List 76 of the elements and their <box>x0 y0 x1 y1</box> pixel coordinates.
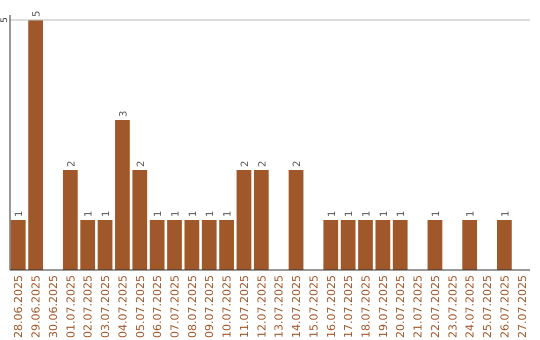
x-tick-label: 16.07.2025 <box>324 275 338 338</box>
x-tick-label: 20.07.2025 <box>394 275 408 338</box>
bar <box>288 170 304 270</box>
data-label: 1 <box>378 210 390 217</box>
x-tick-label: 23.07.2025 <box>446 275 460 338</box>
bar <box>28 20 43 270</box>
x-tick-label: 24.07.2025 <box>464 275 477 338</box>
data-label: 1 <box>466 210 477 217</box>
data-label: 1 <box>84 210 95 217</box>
x-tick-label: 28.06.2025 <box>12 275 26 338</box>
x-tick-label: 21.07.2025 <box>412 275 425 338</box>
bar <box>323 220 338 270</box>
bar <box>202 220 217 270</box>
data-label: 1 <box>205 210 216 217</box>
x-tick-label: 08.07.2025 <box>186 275 199 338</box>
bar <box>428 220 442 270</box>
x-tick-label: 22.07.2025 <box>428 275 442 338</box>
bar <box>184 220 200 270</box>
data-label: 2 <box>136 160 147 167</box>
x-tick-label: 01.07.2025 <box>64 275 78 338</box>
bar <box>219 220 234 270</box>
bar <box>358 220 373 270</box>
x-tick-label: 27.07.2025 <box>516 275 529 338</box>
x-tick-label: 10.07.2025 <box>220 275 234 338</box>
bar <box>80 220 96 270</box>
bar <box>497 220 512 270</box>
data-label: 1 <box>101 210 112 217</box>
data-label: 2 <box>257 160 268 167</box>
x-tick-label: 18.07.2025 <box>359 275 372 338</box>
x-tick-label: 19.07.2025 <box>376 275 390 338</box>
data-label: 1 <box>326 210 338 217</box>
data-label: 2 <box>240 160 251 167</box>
data-label: 1 <box>170 210 182 217</box>
x-tick-label: 09.07.2025 <box>203 275 216 338</box>
x-tick-label: 02.07.2025 <box>82 275 95 338</box>
data-label: 2 <box>66 160 78 167</box>
x-tick-label: 25.07.2025 <box>481 275 494 338</box>
x-tick-label: 15.07.2025 <box>307 275 320 338</box>
bar <box>236 170 252 270</box>
x-tick-label: 13.07.2025 <box>272 275 286 338</box>
data-label: 1 <box>396 210 408 217</box>
x-tick-label: 26.07.2025 <box>498 275 512 338</box>
x-tick-label: 06.07.2025 <box>151 275 164 338</box>
x-tick-label: 03.07.2025 <box>99 275 112 338</box>
bar <box>392 220 408 270</box>
data-label: 1 <box>153 210 164 217</box>
x-tick-label: 07.07.2025 <box>168 275 182 338</box>
x-tick-label: 30.06.2025 <box>46 275 60 338</box>
bar <box>62 170 78 270</box>
x-tick-label: 11.07.2025 <box>238 275 251 338</box>
data-label: 2 <box>292 160 304 167</box>
data-label: 1 <box>430 210 442 217</box>
data-label: 1 <box>14 210 26 217</box>
bar <box>375 220 390 270</box>
bar <box>98 220 112 270</box>
data-label: 1 <box>188 210 199 217</box>
data-label: 1 <box>361 210 372 217</box>
bar <box>167 220 182 270</box>
x-tick-label: 12.07.2025 <box>255 275 268 338</box>
bar <box>462 220 478 270</box>
data-label: 1 <box>500 210 512 217</box>
bar <box>132 170 148 270</box>
bar <box>150 220 165 270</box>
x-tick-label: 05.07.2025 <box>134 275 147 338</box>
x-tick-label: 14.07.2025 <box>290 275 304 338</box>
x-tick-label: 04.07.2025 <box>116 275 130 338</box>
bar <box>340 220 356 270</box>
data-label: 3 <box>118 110 130 117</box>
data-label: 1 <box>222 210 234 217</box>
x-tick-label: 29.06.2025 <box>30 275 43 338</box>
bar <box>254 170 269 270</box>
data-label: 1 <box>344 210 356 217</box>
bar <box>115 120 130 270</box>
x-tick-label: 17.07.2025 <box>342 275 356 338</box>
data-label: 5 <box>32 10 43 17</box>
bar <box>10 220 26 270</box>
